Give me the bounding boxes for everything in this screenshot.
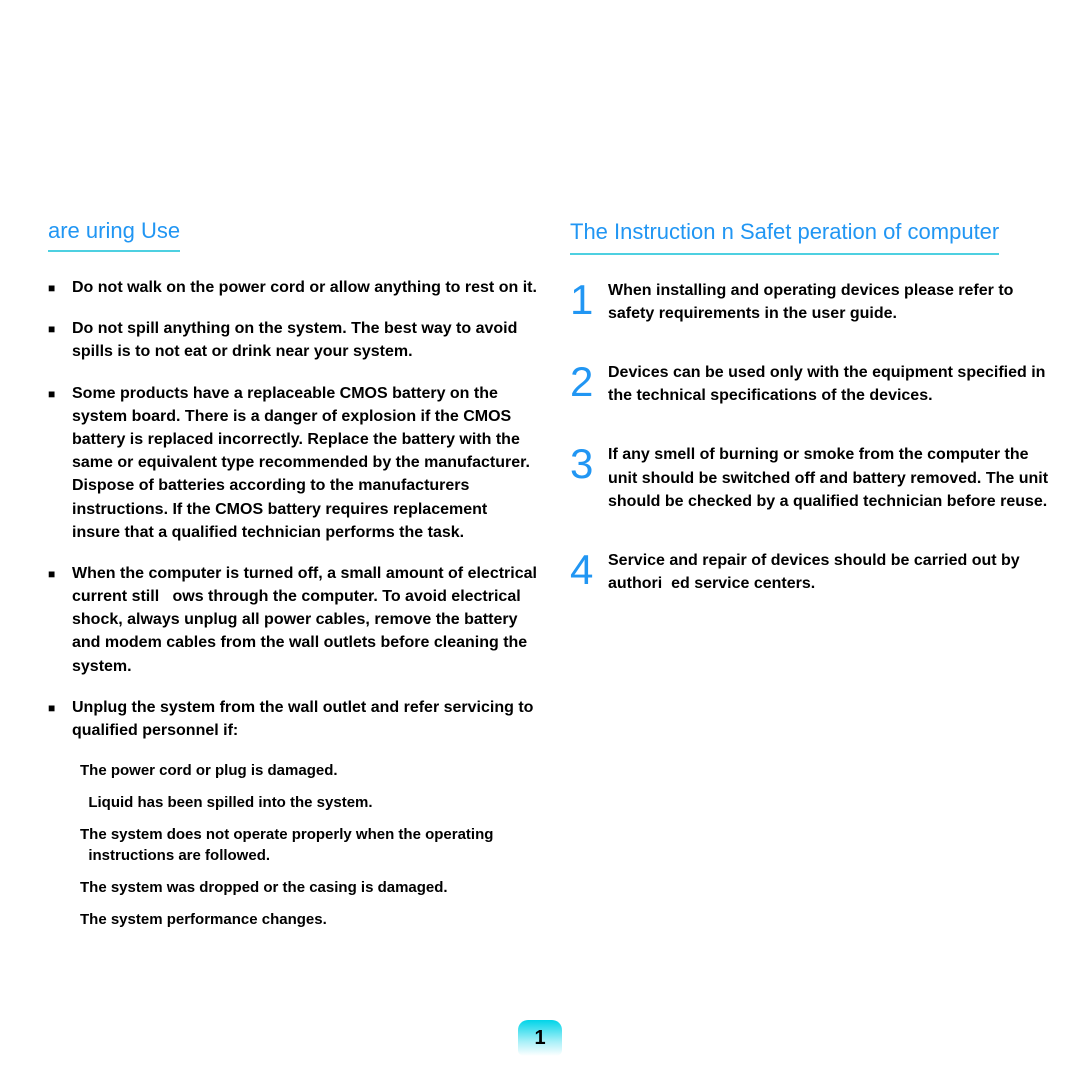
bullet-text: Unplug the system from the wall outlet a… xyxy=(72,696,538,742)
list-item: ■ Do not walk on the power cord or allow… xyxy=(48,276,538,299)
page-number-badge: 1 xyxy=(518,1020,562,1056)
sublist-item: The system performance changes. xyxy=(80,909,538,931)
list-item: 1 When installing and operating devices … xyxy=(570,279,1050,325)
bullet-text: When the computer is turned off, a small… xyxy=(72,562,538,678)
safety-instructions-list: 1 When installing and operating devices … xyxy=(570,279,1050,596)
care-during-use-list: ■ Do not walk on the power cord or allow… xyxy=(48,276,538,742)
left-heading: are uring Use xyxy=(48,218,180,252)
list-item: ■ Do not spill anything on the system. T… xyxy=(48,317,538,363)
list-item: 2 Devices can be used only with the equi… xyxy=(570,361,1050,407)
conditions-sublist: The power cord or plug is damaged. Liqui… xyxy=(80,760,538,931)
list-item: 3 If any smell of burning or smoke from … xyxy=(570,443,1050,513)
step-text: Devices can be used only with the equipm… xyxy=(608,361,1050,407)
bullet-text: Do not spill anything on the system. The… xyxy=(72,317,538,363)
document-page: are uring Use ■ Do not walk on the power… xyxy=(0,0,1080,941)
square-bullet-icon: ■ xyxy=(48,386,64,403)
step-number: 1 xyxy=(570,281,602,319)
step-number: 4 xyxy=(570,551,602,589)
square-bullet-icon: ■ xyxy=(48,321,64,338)
list-item: 4 Service and repair of devices should b… xyxy=(570,549,1050,595)
step-number: 2 xyxy=(570,363,602,401)
left-column: are uring Use ■ Do not walk on the power… xyxy=(48,218,538,941)
sublist-item: The power cord or plug is damaged. xyxy=(80,760,538,782)
sublist-item: The system was dropped or the casing is … xyxy=(80,877,538,899)
square-bullet-icon: ■ xyxy=(48,700,64,717)
square-bullet-icon: ■ xyxy=(48,566,64,583)
right-column: The Instruction n Safet peration of comp… xyxy=(570,218,1050,941)
bullet-text: Do not walk on the power cord or allow a… xyxy=(72,276,538,299)
list-item: ■ Unplug the system from the wall outlet… xyxy=(48,696,538,742)
step-text: Service and repair of devices should be … xyxy=(608,549,1050,595)
sublist-item: The system does not operate properly whe… xyxy=(80,824,538,868)
square-bullet-icon: ■ xyxy=(48,280,64,297)
step-text: When installing and operating devices pl… xyxy=(608,279,1050,325)
bullet-text: Some products have a replaceable CMOS ba… xyxy=(72,382,538,544)
step-text: If any smell of burning or smoke from th… xyxy=(608,443,1050,513)
step-number: 3 xyxy=(570,445,602,483)
list-item: ■ Some products have a replaceable CMOS … xyxy=(48,382,538,544)
sublist-item: Liquid has been spilled into the system. xyxy=(80,792,538,814)
right-heading: The Instruction n Safet peration of comp… xyxy=(570,218,999,255)
list-item: ■ When the computer is turned off, a sma… xyxy=(48,562,538,678)
